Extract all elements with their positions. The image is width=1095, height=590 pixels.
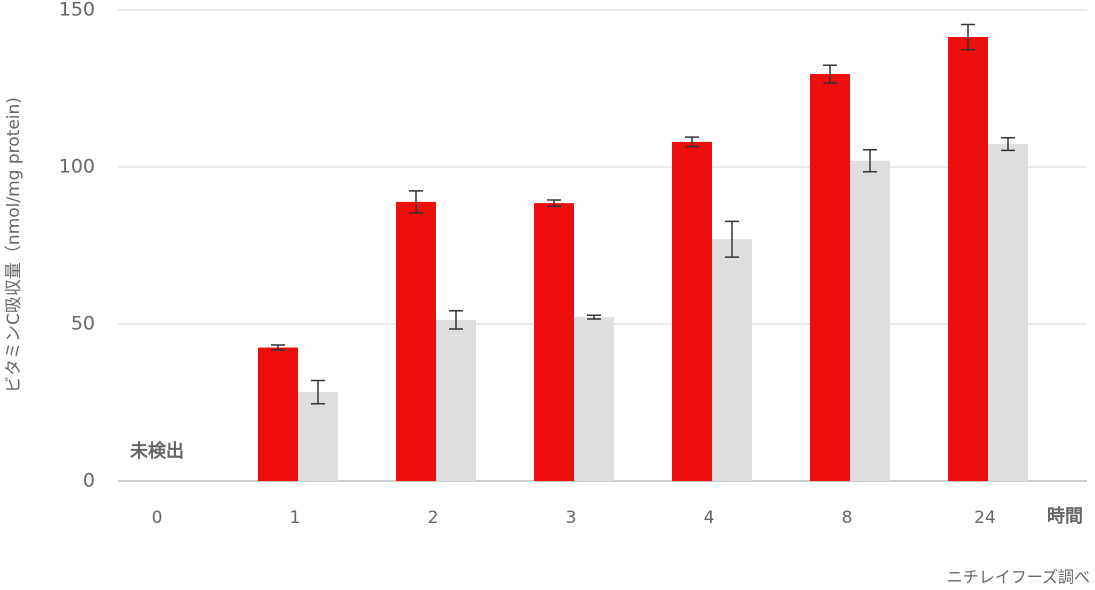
- y-tick-label: 50: [71, 313, 95, 335]
- y-axis-label: ビタミンC吸収量（nmol/mg protein): [4, 97, 24, 393]
- error-bar: [449, 310, 463, 330]
- bar: [712, 239, 752, 481]
- error-bar: [587, 314, 601, 320]
- bar: [850, 160, 890, 481]
- error-bar: [311, 379, 325, 405]
- error-bar: [409, 190, 423, 214]
- bar: [396, 201, 436, 481]
- y-tick-label: 0: [83, 470, 95, 492]
- bar: [436, 319, 476, 481]
- x-tick-label: 3: [566, 508, 577, 528]
- bar: [810, 74, 850, 481]
- error-bar: [961, 23, 975, 51]
- bar: [988, 144, 1028, 481]
- bar: [534, 203, 574, 482]
- x-tick-label: 1: [290, 508, 301, 528]
- error-bar: [1001, 137, 1015, 152]
- x-tick-label: 0: [152, 508, 163, 528]
- y-tick-label: 150: [59, 0, 95, 21]
- annotation: 未検出: [130, 440, 184, 462]
- bar: [574, 317, 614, 481]
- bar: [672, 141, 712, 481]
- error-bar: [685, 136, 699, 148]
- x-axis-label: 時間: [1047, 506, 1083, 527]
- source: ニチレイフーズ調べ: [947, 568, 1090, 587]
- error-bar: [823, 64, 837, 84]
- error-bar: [863, 148, 877, 173]
- bar: [258, 347, 298, 481]
- y-tick-label: 100: [59, 156, 95, 178]
- x-tick-label: 4: [704, 508, 715, 528]
- x-tick-label: 8: [842, 508, 853, 528]
- error-bar: [547, 199, 561, 207]
- bar: [948, 37, 988, 482]
- bar: [298, 392, 338, 481]
- x-tick-label: 2: [428, 508, 439, 528]
- error-bar: [725, 220, 739, 258]
- x-tick-label: 24: [974, 508, 996, 528]
- error-bar: [271, 344, 285, 351]
